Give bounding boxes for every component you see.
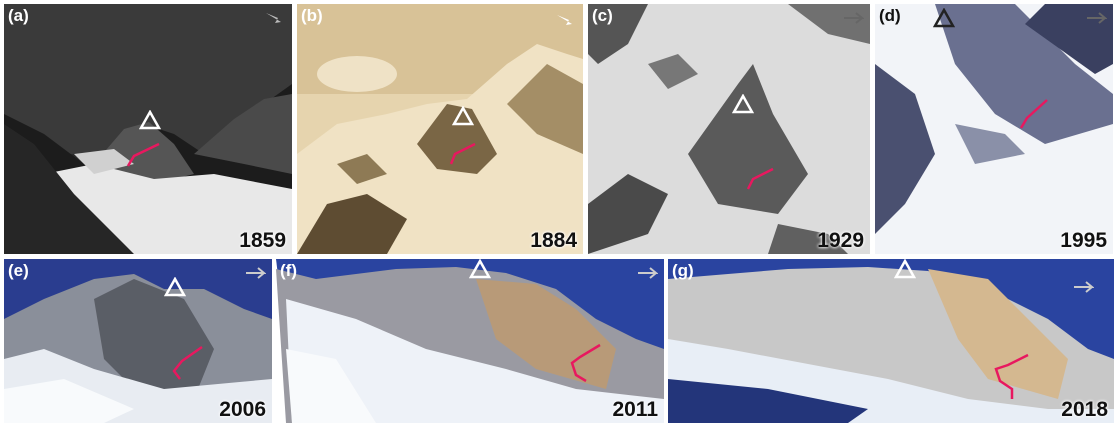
summit-triangle-icon [732,94,754,114]
route-arrow-icon [746,167,774,190]
summit-triangle-icon [139,110,161,130]
photo-1929 [588,4,870,254]
route-arrow-icon [994,353,1029,399]
year-label: 2018 [1061,398,1108,421]
route-arrow-icon [1019,99,1048,129]
year-label: 1884 [530,229,577,252]
photo-panel-1995: (d) 1995 [875,4,1113,254]
panel-label: (c) [592,6,613,25]
summit-triangle-icon [933,8,955,28]
panel-label: (a) [8,6,29,25]
panel-label: (g) [672,261,694,280]
photo-panel-1859: (a) 1859 [4,4,292,254]
north-arrow-icon [557,15,572,25]
photo-panel-1884: (b) 1884 [297,4,583,254]
photo-1859 [4,4,292,254]
year-label: 2011 [612,398,658,421]
route-arrow-icon [172,345,203,380]
year-label: 1995 [1060,229,1107,252]
year-label: 2006 [219,398,266,421]
north-arrow-icon [1074,281,1094,293]
photo-2011 [276,259,664,423]
photo-1884 [297,4,583,254]
panel-label: (b) [301,6,323,25]
route-arrow-icon [449,142,476,165]
photo-panel-2018: (g) 2018 [668,259,1114,423]
route-arrow-icon [570,343,601,383]
panel-label: (f) [280,261,297,280]
north-arrow-icon [266,13,281,23]
year-label: 1929 [817,229,864,252]
photo-panel-1929: (c) 1929 [588,4,870,254]
panel-label: (e) [8,261,29,280]
panel-label: (d) [879,6,901,25]
year-label: 1859 [239,229,286,252]
north-arrow-icon [1087,12,1107,24]
photo-2006 [4,259,272,423]
summit-triangle-icon [469,259,491,279]
photo-1995 [875,4,1113,254]
summit-triangle-icon [894,259,916,279]
photo-panel-2011: (f) 2011 [276,259,664,423]
north-arrow-icon [844,12,864,24]
photo-panel-2006: (e) 2006 [4,259,272,423]
north-arrow-icon [246,267,266,279]
summit-triangle-icon [452,106,474,126]
north-arrow-icon [638,267,658,279]
summit-triangle-icon [164,277,186,297]
route-arrow-icon [126,142,160,167]
